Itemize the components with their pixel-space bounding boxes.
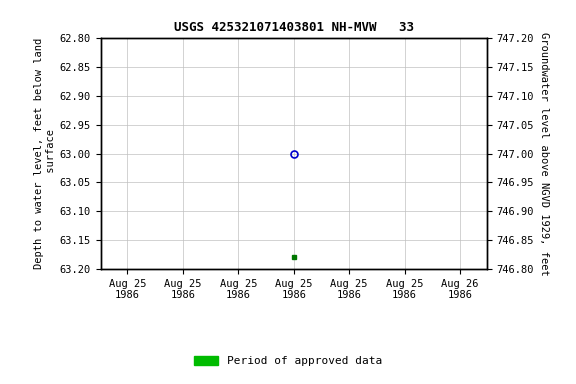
Title: USGS 425321071403801 NH-MVW   33: USGS 425321071403801 NH-MVW 33 <box>174 22 414 35</box>
Legend: Period of approved data: Period of approved data <box>190 352 386 371</box>
Y-axis label: Depth to water level, feet below land
 surface: Depth to water level, feet below land su… <box>34 38 56 269</box>
Y-axis label: Groundwater level above NGVD 1929, feet: Groundwater level above NGVD 1929, feet <box>540 32 550 275</box>
